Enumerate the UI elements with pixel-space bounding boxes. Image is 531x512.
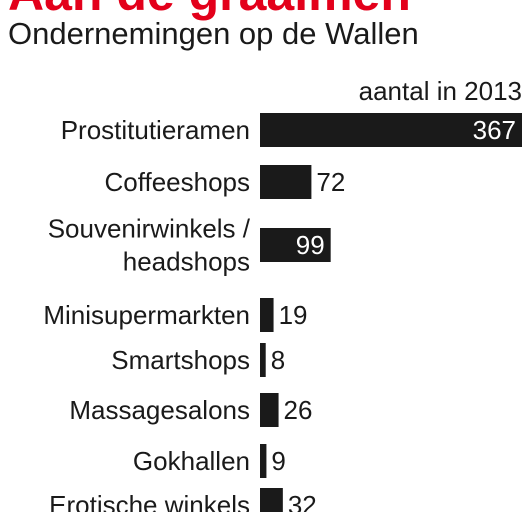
value-label: 72	[316, 167, 345, 197]
bar	[260, 393, 279, 427]
category-label: Minisupermarkten	[43, 300, 250, 330]
headline: Aan de graaimen	[8, 0, 411, 22]
category-label: headshops	[123, 247, 250, 277]
value-label: 8	[271, 345, 285, 375]
bar	[260, 113, 522, 147]
bar	[260, 444, 267, 478]
value-label: 32	[288, 490, 317, 512]
value-label: 99	[296, 230, 325, 260]
category-label: Erotische winkels	[49, 490, 250, 512]
category-label: Smartshops	[111, 345, 250, 375]
category-label: Prostitutieramen	[61, 115, 250, 145]
unit-label: aantal in 2013	[359, 76, 522, 106]
bars-group: Prostitutieramen 367 Coffeeshops 72 Souvenir…	[43, 113, 522, 512]
category-label: Coffeeshops	[104, 167, 250, 197]
value-label: 26	[284, 395, 313, 425]
bar	[260, 343, 266, 377]
value-label: 19	[279, 300, 308, 330]
value-label: 367	[473, 115, 516, 145]
category-label: Gokhallen	[133, 446, 250, 476]
category-label: Massagesalons	[69, 395, 250, 425]
bar	[260, 228, 331, 262]
bar	[260, 165, 312, 199]
value-label: 9	[271, 446, 285, 476]
bar	[260, 298, 274, 332]
subtitle: Ondernemingen op de Wallen	[8, 16, 419, 51]
bar	[260, 488, 283, 512]
category-label: Souvenirwinkels /	[48, 214, 251, 244]
